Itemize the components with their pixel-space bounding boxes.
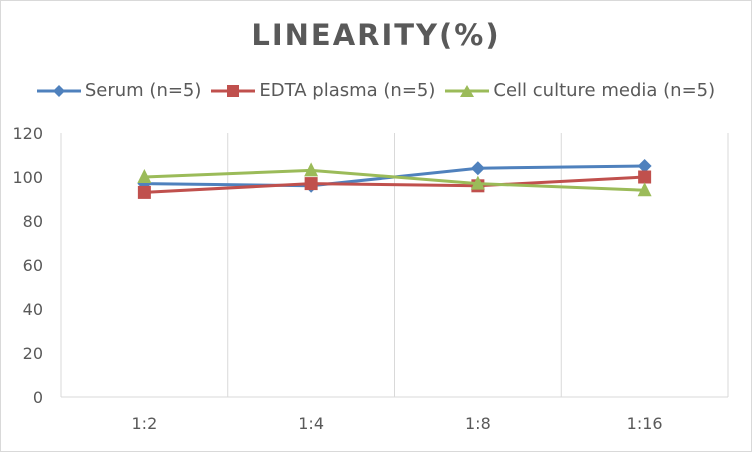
x-tick-label: 1:4: [298, 414, 324, 433]
data-point-edta: [137, 185, 151, 199]
y-tick-label: 120: [12, 124, 43, 143]
legend-marker-serum: [36, 84, 81, 97]
data-point-cell: [304, 162, 319, 177]
data-point-serum: [637, 159, 652, 173]
y-tick-label: 40: [23, 300, 43, 319]
legend-item-cell: Cell culture media (n=5): [445, 80, 715, 101]
data-point-cell: [470, 175, 485, 190]
y-tick-label: 20: [23, 344, 43, 363]
legend-label-edta: EDTA plasma (n=5): [259, 80, 436, 101]
y-tick-label: 80: [23, 212, 43, 231]
legend-label-cell: Cell culture media (n=5): [493, 80, 716, 101]
data-point-serum: [470, 161, 485, 176]
chart-title: LINEARITY(%): [251, 18, 501, 52]
legend-marker-cell: [445, 84, 490, 97]
legend-item-serum: Serum (n=5): [36, 80, 202, 101]
legend-item-edta: EDTA plasma (n=5): [211, 80, 435, 101]
series-line-1: [144, 175, 645, 194]
x-tick-label: 1:8: [465, 414, 491, 433]
data-point-edta: [638, 170, 652, 184]
y-tick-label: 60: [23, 256, 43, 275]
legend: Serum (n=5) EDTA plasma (n=5) Cell cultu…: [0, 80, 752, 101]
data-point-cell: [137, 169, 152, 183]
legend-marker-edta: [211, 84, 256, 97]
data-point-edta: [304, 177, 318, 191]
y-tick-label: 0: [33, 388, 43, 407]
data-point-cell: [637, 182, 652, 197]
x-tick-label: 1:16: [627, 414, 663, 433]
x-tick-label: 1:2: [132, 414, 158, 433]
legend-label-serum: Serum (n=5): [84, 80, 202, 101]
series-line-2: [144, 168, 645, 192]
y-tick-label: 100: [12, 168, 43, 187]
